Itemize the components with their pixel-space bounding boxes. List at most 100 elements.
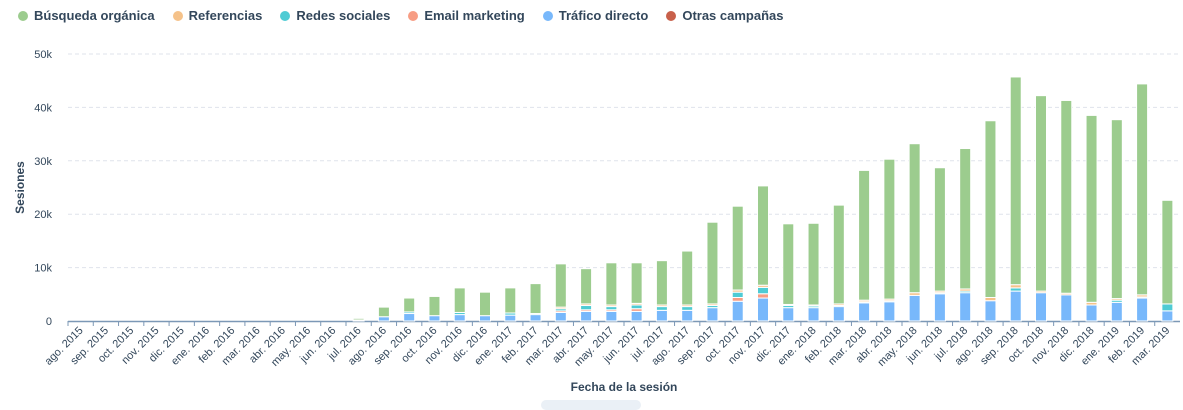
bar-segment <box>807 307 820 322</box>
bar-segment <box>580 310 593 322</box>
x-axis-title: Fecha de la sesión <box>571 380 678 394</box>
bar-segment <box>1110 301 1123 322</box>
bar-segment <box>984 300 997 322</box>
legend-label: Tráfico directo <box>558 8 649 23</box>
bar-segment <box>403 297 416 313</box>
bar-segment <box>1110 119 1123 300</box>
bar-segment <box>1161 310 1174 322</box>
bar-segment <box>731 205 744 291</box>
y-tick-label: 20k <box>34 209 52 221</box>
scroll-handle[interactable] <box>541 400 641 410</box>
legend-item[interactable]: Redes sociales <box>280 8 390 23</box>
bar-segment <box>757 185 769 286</box>
y-tick-label: 30k <box>34 156 52 168</box>
legend-item[interactable]: Otras campañas <box>666 8 784 23</box>
bar-segment <box>1136 83 1149 296</box>
bar-segment <box>984 120 997 299</box>
bar-segment <box>807 222 820 306</box>
bar-segment <box>377 316 390 322</box>
bar-segment <box>933 167 946 292</box>
legend-item[interactable]: Búsqueda orgánica <box>18 8 155 23</box>
bar-segment <box>1009 76 1022 286</box>
bar-segment <box>630 304 643 310</box>
bar-segment <box>959 292 972 322</box>
legend-item[interactable]: Referencias <box>172 8 263 23</box>
legend-item[interactable]: Tráfico directo <box>542 8 649 23</box>
bar-segment <box>1035 292 1047 322</box>
bar-segment <box>858 302 871 322</box>
bar-segment <box>681 309 694 322</box>
legend-label: Otras campañas <box>682 8 784 23</box>
bar-segment <box>630 262 643 304</box>
bar-segment <box>605 262 618 306</box>
bar-segment <box>428 295 441 317</box>
bar-segment <box>782 307 795 322</box>
bar-segment <box>782 223 795 305</box>
legend-dot-icon <box>18 10 28 21</box>
bar-segment <box>1085 114 1098 303</box>
bar-segment <box>655 260 668 306</box>
legend-dot-icon <box>542 10 553 21</box>
bar-segment <box>731 297 744 302</box>
legend-dot-icon <box>408 10 419 21</box>
bar-segment <box>1060 294 1073 322</box>
y-tick-label: 50k <box>34 49 52 61</box>
bar-segment <box>580 268 593 305</box>
legend-dot-icon <box>172 10 183 21</box>
bar-segment <box>908 143 921 294</box>
bar-segment <box>1136 297 1149 322</box>
legend-label: Redes sociales <box>296 8 391 23</box>
bar-segment <box>883 158 896 300</box>
bar-segment <box>757 293 769 299</box>
bar-segment <box>479 291 491 317</box>
bar-segment <box>377 306 390 318</box>
chart-legend: Búsqueda orgánica Referencias Redes social… <box>18 8 784 23</box>
bar-segment <box>757 297 769 322</box>
legend-item[interactable]: Email marketing <box>408 8 525 23</box>
bar-segment <box>453 287 466 313</box>
bar-segment <box>908 294 921 322</box>
bar-segment <box>479 315 491 322</box>
bar-segment <box>681 250 694 306</box>
bar-segment <box>1161 199 1174 305</box>
legend-label: Búsqueda orgánica <box>34 8 155 23</box>
bar-segment <box>428 315 441 322</box>
bar-segment <box>529 283 542 315</box>
y-axis-title: Sesiones <box>13 161 27 214</box>
bar-segment <box>883 301 896 322</box>
bar-segment <box>681 306 694 311</box>
bar-segment <box>352 317 365 321</box>
bar-segment <box>580 305 593 311</box>
bar-segment <box>504 314 517 322</box>
bar-segment <box>1060 99 1073 294</box>
bar-segment <box>1009 290 1022 322</box>
bar-segment <box>504 287 517 314</box>
bar-segment <box>731 291 744 299</box>
y-tick-label: 10k <box>34 263 52 275</box>
bar-segment <box>1085 304 1098 322</box>
legend-dot-icon <box>280 10 291 21</box>
bar-segment <box>1035 95 1047 292</box>
bar-segment <box>554 311 567 322</box>
bar-segment <box>655 306 668 311</box>
bar-segment <box>453 314 466 322</box>
bar-segment <box>933 293 946 322</box>
bar-segment <box>757 286 769 295</box>
bar-segment <box>858 169 871 301</box>
bar-segment <box>959 148 972 290</box>
legend-label: Referencias <box>188 8 263 23</box>
y-tick-label: 0 <box>46 316 52 328</box>
bar-segment <box>630 310 643 322</box>
bar-segment <box>655 309 668 322</box>
y-tick-label: 40k <box>34 102 52 114</box>
legend-dot-icon <box>666 10 677 21</box>
legend-label: Email marketing <box>424 8 525 23</box>
bar-segment <box>1161 303 1174 312</box>
bar-segment <box>706 221 719 305</box>
bar-segment <box>605 310 618 322</box>
bar-segment <box>554 263 567 308</box>
bar-segment <box>731 300 744 322</box>
bar-segment <box>706 307 719 322</box>
bar-segment <box>403 313 416 322</box>
